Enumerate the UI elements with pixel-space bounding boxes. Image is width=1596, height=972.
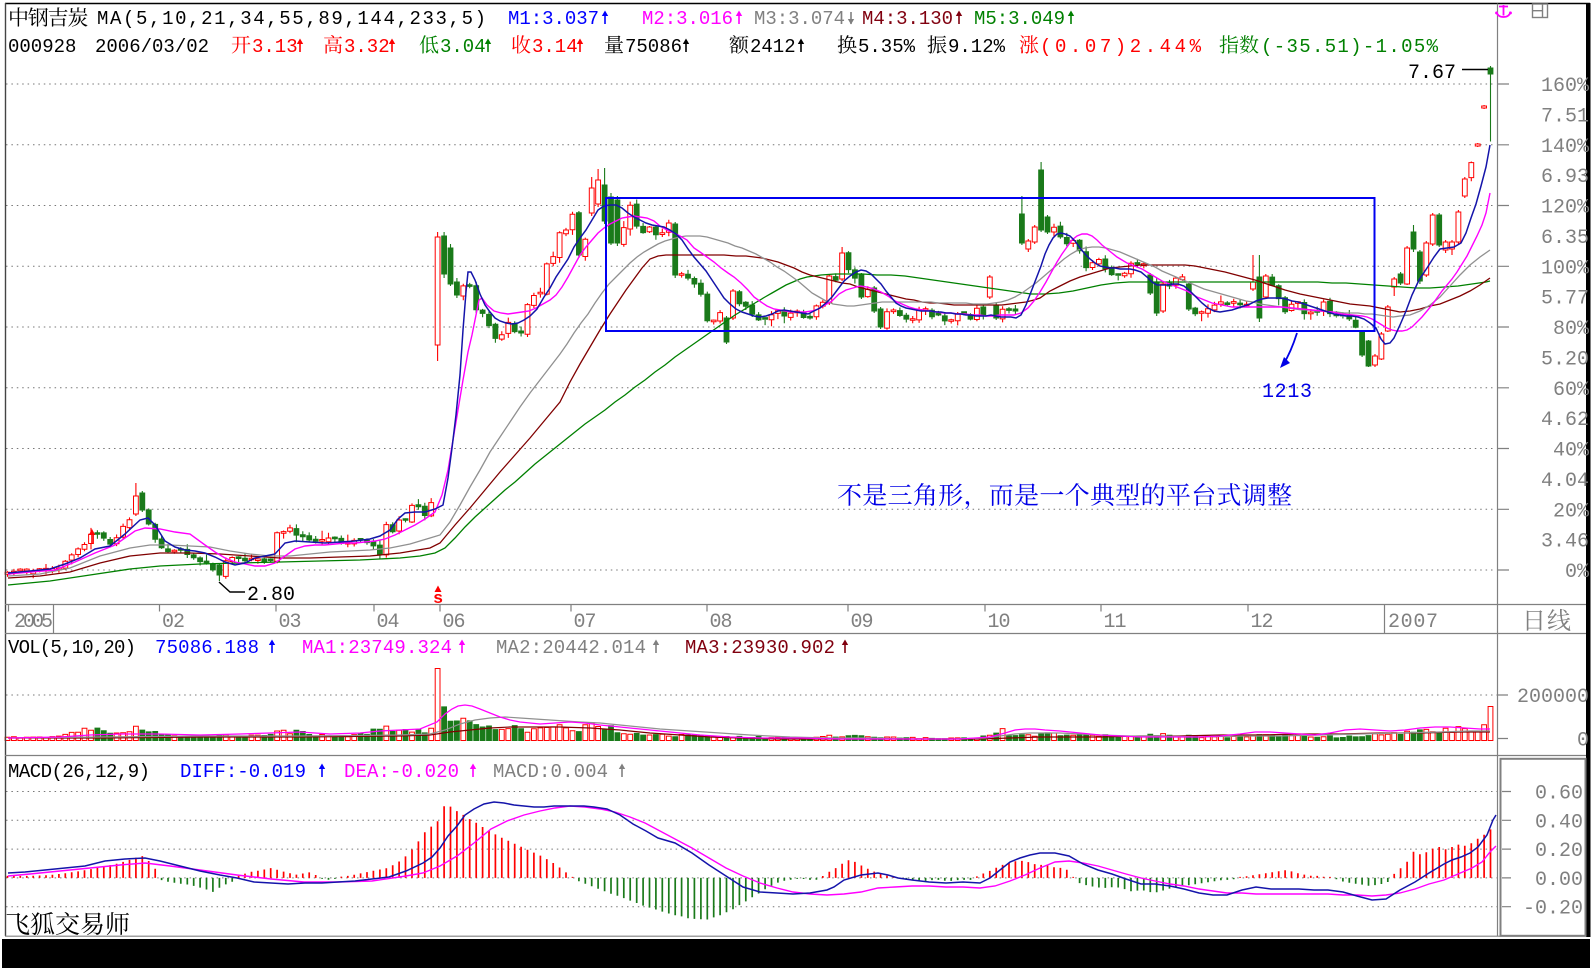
svg-text:09: 09 (851, 611, 874, 634)
svg-text:3.46: 3.46 (1541, 531, 1589, 554)
svg-text:0.00: 0.00 (1535, 869, 1583, 892)
svg-text:MACD(26,12,9): MACD(26,12,9) (8, 761, 150, 783)
svg-text:2006/03/02: 2006/03/02 (95, 36, 209, 58)
svg-text:2.80: 2.80 (247, 584, 295, 607)
svg-text:-0.20: -0.20 (1523, 898, 1583, 921)
svg-text:20%: 20% (1553, 500, 1590, 523)
svg-text:MA3:23930.902: MA3:23930.902 (685, 637, 835, 659)
svg-text:140%: 140% (1541, 136, 1590, 159)
svg-text:0.60: 0.60 (1535, 783, 1583, 806)
svg-text:7.67: 7.67 (1408, 62, 1456, 85)
svg-text:MACD:0.004: MACD:0.004 (493, 761, 608, 783)
svg-text:MA2:20442.014: MA2:20442.014 (496, 637, 646, 659)
svg-text:9.12%: 9.12% (948, 36, 1006, 58)
svg-text:100%: 100% (1541, 257, 1590, 280)
svg-text:(-35.51)-1.05%: (-35.51)-1.05% (1261, 36, 1439, 58)
svg-text:0: 0 (1577, 730, 1589, 753)
svg-text:M5:3.049: M5:3.049 (974, 8, 1065, 30)
svg-text:MA(5,10,21,34,55,89,144,233,5): MA(5,10,21,34,55,89,144,233,5) (97, 8, 486, 30)
svg-text:40%: 40% (1553, 440, 1590, 463)
svg-text:6.93: 6.93 (1541, 166, 1589, 189)
svg-text:5.77: 5.77 (1541, 288, 1589, 311)
svg-text:04: 04 (377, 611, 400, 634)
svg-text:2412: 2412 (750, 36, 796, 58)
svg-text:06: 06 (443, 611, 466, 634)
svg-text:60%: 60% (1553, 379, 1590, 402)
svg-text:2005: 2005 (14, 611, 53, 634)
svg-text:000928: 000928 (8, 36, 76, 58)
svg-text:M2:3.016: M2:3.016 (642, 8, 733, 30)
svg-text:7.51: 7.51 (1541, 105, 1589, 128)
svg-text:75086: 75086 (625, 36, 682, 58)
svg-text:3.13: 3.13 (252, 36, 298, 58)
svg-text:MA1:23749.324: MA1:23749.324 (302, 637, 452, 659)
svg-text:M4:3.130: M4:3.130 (862, 8, 953, 30)
svg-text:2007: 2007 (1388, 611, 1438, 634)
svg-text:5.20: 5.20 (1541, 348, 1589, 371)
svg-text:6.35: 6.35 (1541, 227, 1589, 250)
svg-text:DEA:-0.020: DEA:-0.020 (344, 761, 459, 783)
svg-text:4.04: 4.04 (1541, 470, 1589, 493)
svg-text:(0.07)2.44%: (0.07)2.44% (1040, 36, 1202, 58)
svg-text:4.62: 4.62 (1541, 409, 1589, 432)
svg-text:M3:3.074: M3:3.074 (754, 8, 845, 30)
svg-text:3.14: 3.14 (532, 36, 578, 58)
svg-text:0%: 0% (1565, 561, 1590, 584)
svg-text:VOL(5,10,20): VOL(5,10,20) (8, 637, 136, 659)
svg-text:1213: 1213 (1262, 381, 1312, 404)
svg-text:s: s (433, 590, 443, 609)
svg-text:07: 07 (574, 611, 597, 634)
svg-text:80%: 80% (1553, 318, 1590, 341)
svg-text:08: 08 (710, 611, 733, 634)
svg-text:75086.188: 75086.188 (155, 637, 259, 659)
svg-text:11: 11 (1104, 611, 1127, 634)
svg-text:5.35%: 5.35% (858, 36, 916, 58)
svg-text:0.40: 0.40 (1535, 811, 1583, 834)
svg-text:120%: 120% (1541, 197, 1590, 220)
svg-text:10: 10 (988, 611, 1011, 634)
svg-text:200000: 200000 (1517, 686, 1589, 709)
svg-text:03: 03 (279, 611, 302, 634)
svg-text:0.20: 0.20 (1535, 840, 1583, 863)
svg-text:3.04: 3.04 (440, 36, 486, 58)
svg-text:DIFF:-0.019: DIFF:-0.019 (180, 761, 306, 783)
svg-text:M1:3.037: M1:3.037 (508, 8, 599, 30)
svg-text:3.32: 3.32 (344, 36, 390, 58)
svg-text:160%: 160% (1541, 75, 1590, 98)
svg-text:12: 12 (1251, 611, 1274, 634)
svg-text:02: 02 (162, 611, 185, 634)
